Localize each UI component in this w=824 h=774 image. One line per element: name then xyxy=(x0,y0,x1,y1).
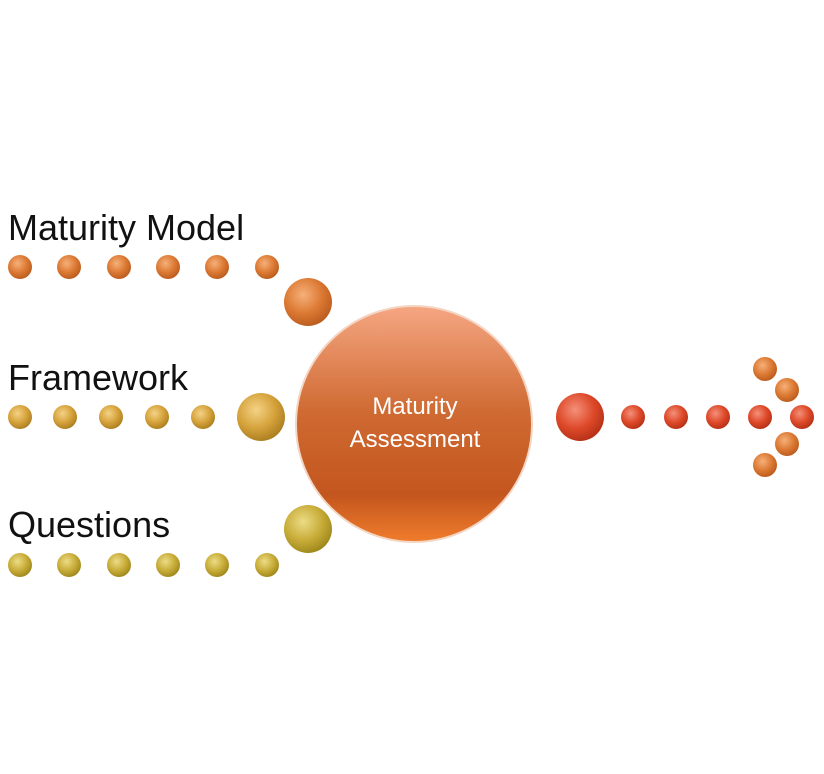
framework-dots xyxy=(8,393,285,441)
label-framework: Framework xyxy=(8,357,189,398)
center-label: Maturity Assessment xyxy=(300,390,530,456)
maturity-assessment-circle xyxy=(295,305,533,543)
label-questions: Questions xyxy=(8,504,171,545)
center-label-line1: Maturity xyxy=(372,393,458,420)
questions-dots xyxy=(8,505,332,577)
output-arrow-dots xyxy=(556,357,814,477)
center-label-line2: Assessment xyxy=(349,426,481,453)
maturity-model-dots xyxy=(8,255,332,326)
label-maturity-model: Maturity Model xyxy=(8,207,245,248)
